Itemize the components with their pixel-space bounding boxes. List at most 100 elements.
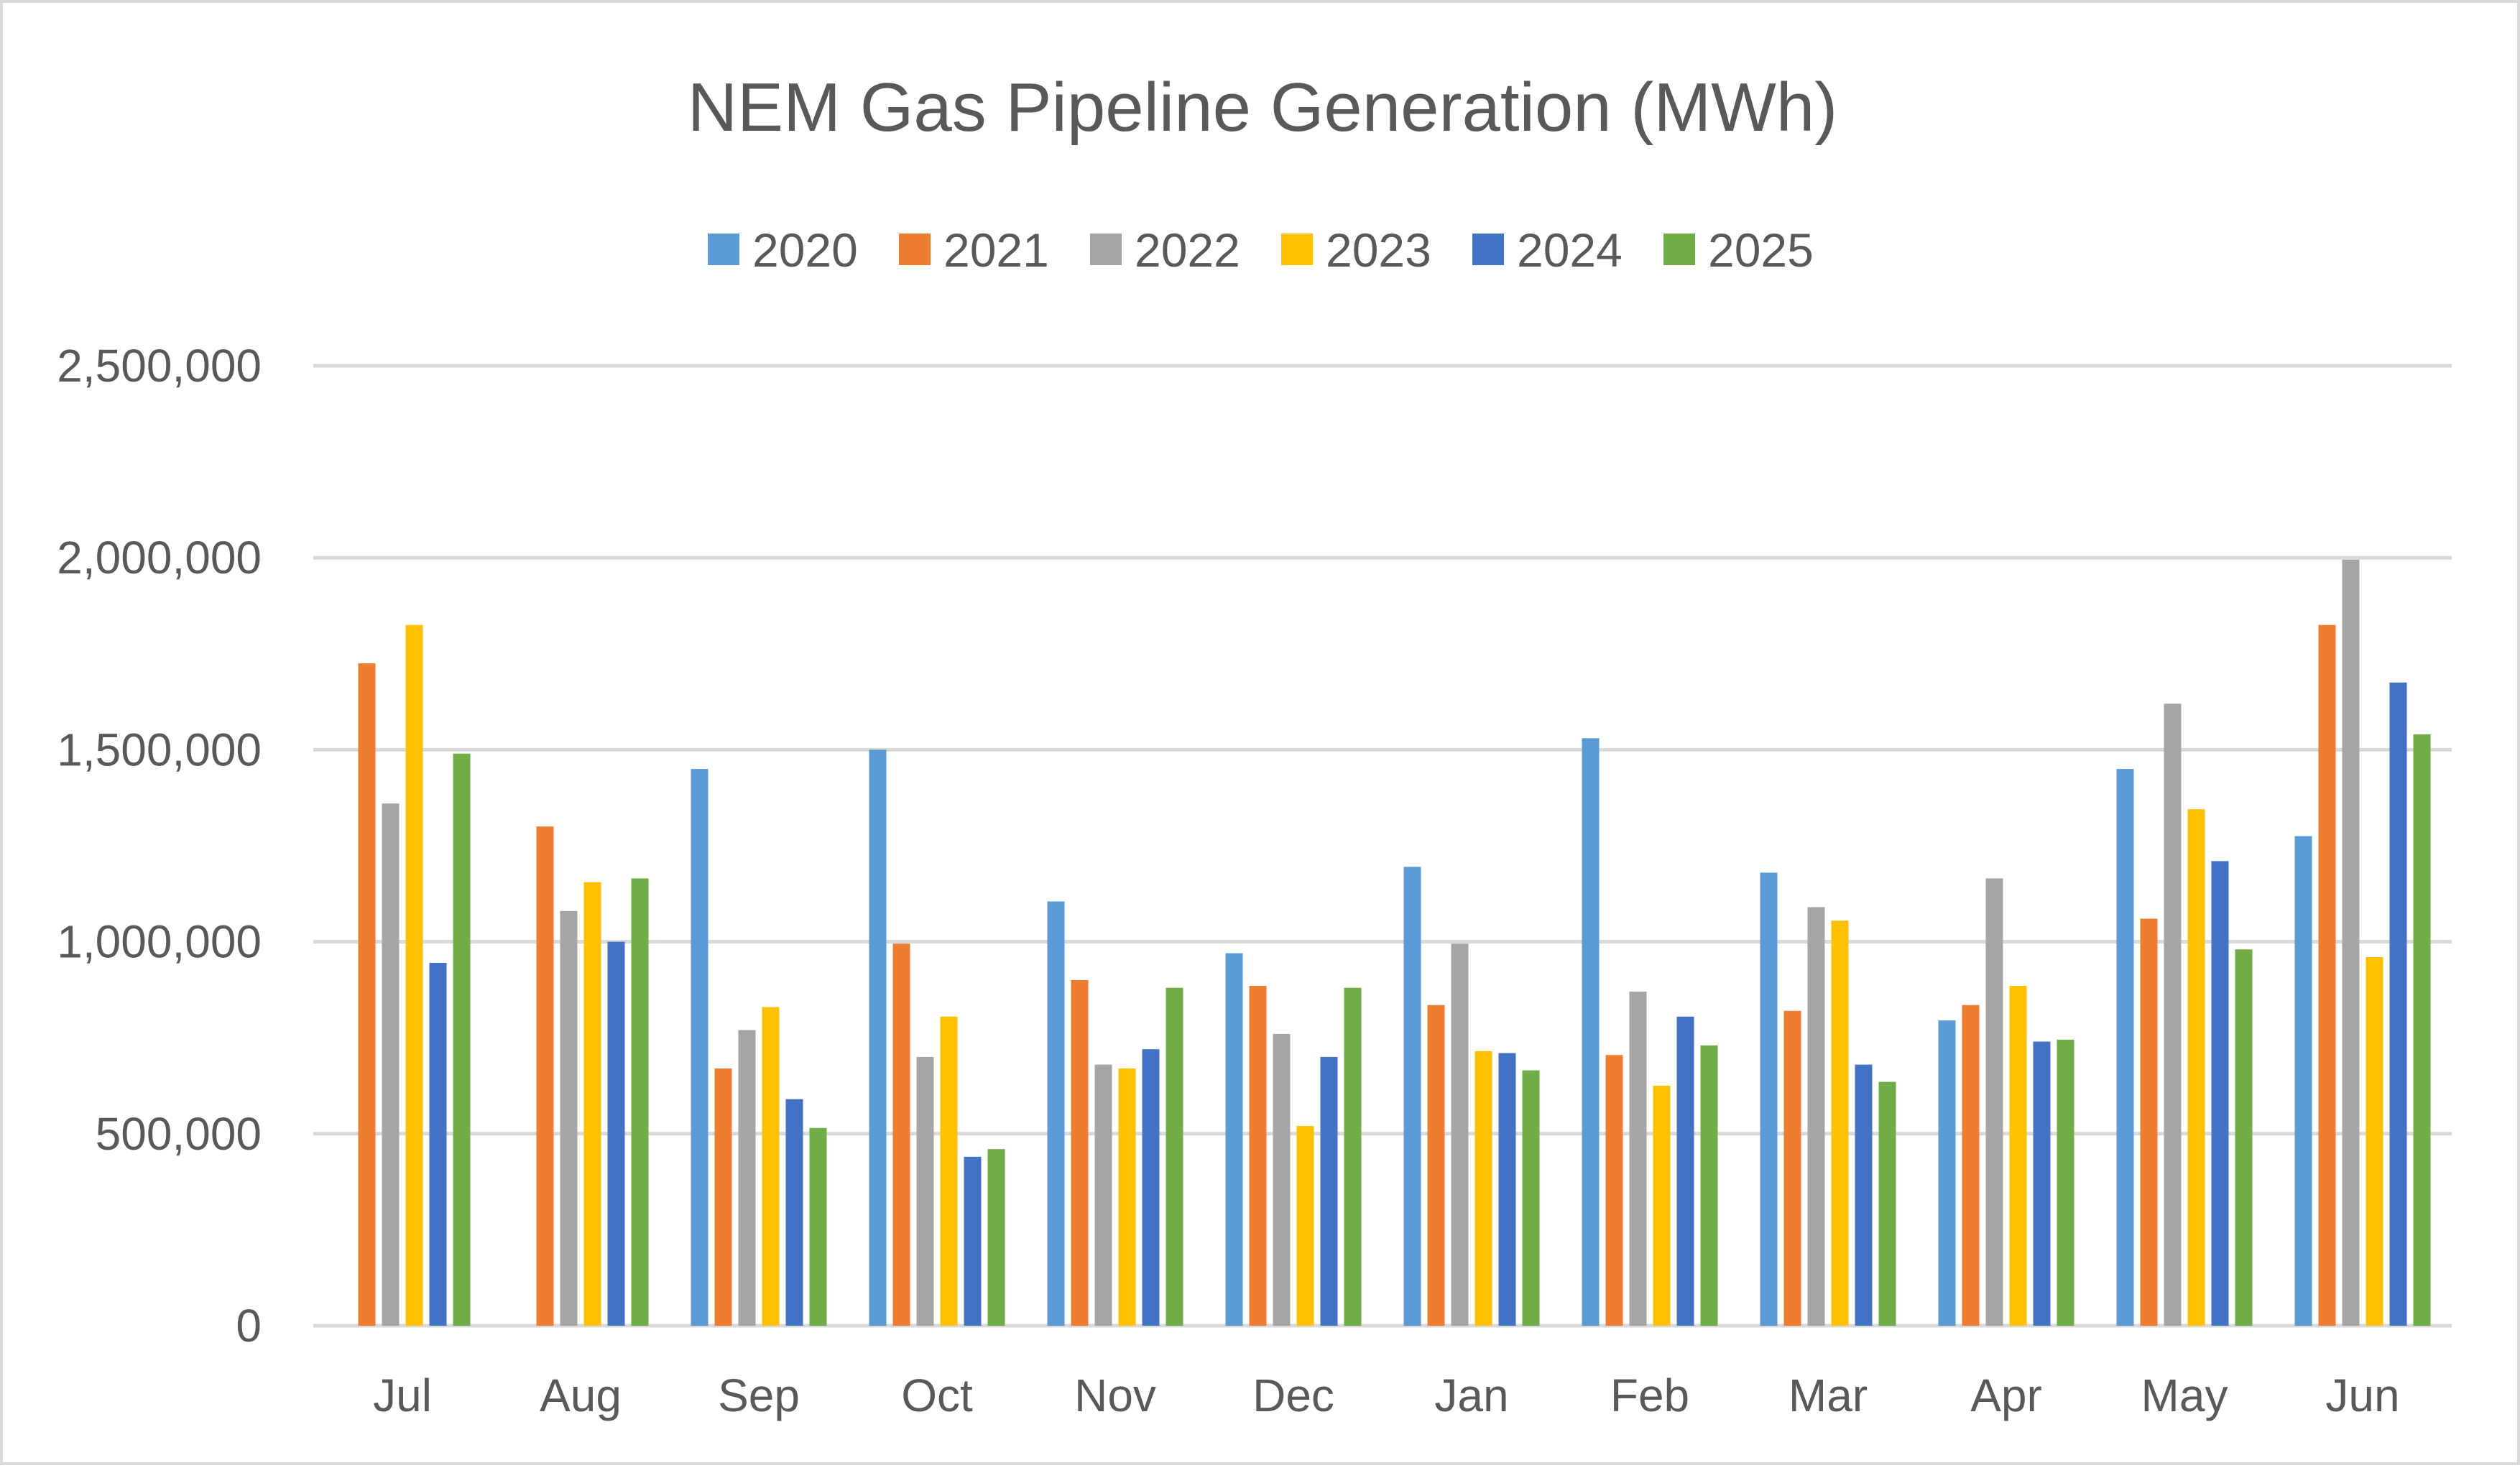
x-tick-label: Dec bbox=[1252, 1370, 1334, 1421]
bar-2022-mar bbox=[1807, 907, 1825, 1326]
legend-item-2024: 2024 bbox=[1472, 223, 1623, 277]
bar-2022-feb bbox=[1629, 992, 1647, 1326]
bar-2025-mar bbox=[1878, 1081, 1896, 1326]
x-tick-label: Apr bbox=[1970, 1370, 2042, 1421]
gridlines bbox=[313, 364, 2452, 1328]
legend-label: 2020 bbox=[752, 223, 858, 277]
legend-label: 2022 bbox=[1135, 223, 1240, 277]
x-tick-label: May bbox=[2141, 1370, 2228, 1421]
bar-2023-jun bbox=[2366, 956, 2383, 1326]
bar-2023-jul bbox=[405, 624, 423, 1326]
bar-2022-oct bbox=[916, 1056, 934, 1326]
bar-2021-apr bbox=[1962, 1005, 1980, 1326]
bar-2021-dec bbox=[1249, 986, 1267, 1326]
bar-2023-feb bbox=[1653, 1086, 1671, 1326]
bar-2024-aug bbox=[607, 941, 625, 1326]
bar-2024-mar bbox=[1855, 1064, 1873, 1326]
bar-2025-may bbox=[2235, 949, 2253, 1326]
bar-2021-jun bbox=[2318, 624, 2336, 1326]
bar-2025-apr bbox=[2057, 1039, 2074, 1326]
bar-2022-nov bbox=[1094, 1064, 1112, 1326]
bar-2024-apr bbox=[2033, 1041, 2051, 1326]
bar-2025-nov bbox=[1166, 987, 1183, 1326]
bar-2023-mar bbox=[1831, 920, 1849, 1326]
bar-2021-feb bbox=[1605, 1055, 1623, 1326]
x-tick-label: Jan bbox=[1434, 1370, 1508, 1421]
legend-swatch bbox=[899, 234, 931, 265]
bar-2025-feb bbox=[1700, 1045, 1718, 1326]
legend-label: 2023 bbox=[1326, 223, 1431, 277]
legend: 2020 2021 2022 2023 2024 2025 bbox=[708, 223, 1814, 277]
bar-2020-dec bbox=[1225, 953, 1243, 1326]
legend-item-2025: 2025 bbox=[1663, 223, 1814, 277]
bar-2022-jan bbox=[1451, 943, 1469, 1326]
bar-2023-oct bbox=[940, 1016, 958, 1326]
bar-2020-jan bbox=[1403, 867, 1421, 1326]
bar-2024-sep bbox=[785, 1099, 803, 1326]
chart-title: NEM Gas Pipeline Generation (MWh) bbox=[688, 69, 1838, 146]
bar-2025-jan bbox=[1522, 1070, 1540, 1326]
x-tick-label: Sep bbox=[718, 1370, 800, 1421]
bar-2023-dec bbox=[1296, 1126, 1314, 1326]
legend-swatch bbox=[708, 234, 739, 265]
legend-label: 2021 bbox=[943, 223, 1049, 277]
bar-chart: NEM Gas Pipeline Generation (MWh) 2020 20… bbox=[57, 69, 2452, 1421]
bar-2023-jan bbox=[1474, 1051, 1492, 1326]
bar-2024-dec bbox=[1320, 1056, 1338, 1326]
bar-2024-feb bbox=[1676, 1016, 1694, 1326]
bar-2021-mar bbox=[1783, 1010, 1801, 1326]
bar-2021-jul bbox=[358, 663, 376, 1326]
bar-2025-jun bbox=[2413, 734, 2431, 1326]
y-tick-label: 1,000,000 bbox=[57, 916, 262, 968]
bar-2023-nov bbox=[1118, 1068, 1136, 1326]
legend-label: 2025 bbox=[1708, 223, 1814, 277]
x-tick-label: Mar bbox=[1789, 1370, 1868, 1421]
bar-2023-aug bbox=[583, 882, 601, 1326]
bar-2021-nov bbox=[1071, 980, 1089, 1326]
bar-2025-sep bbox=[809, 1127, 827, 1326]
legend-item-2022: 2022 bbox=[1090, 223, 1240, 277]
bar-2024-jun bbox=[2389, 682, 2407, 1326]
bar-2025-oct bbox=[987, 1149, 1005, 1326]
x-axis: Jul Aug Sep Oct Nov Dec Jan Feb Mar Apr May Jun bbox=[373, 1370, 2400, 1421]
x-tick-label: Jun bbox=[2325, 1370, 2399, 1421]
bar-2020-may bbox=[2116, 769, 2134, 1326]
bar-2021-sep bbox=[714, 1068, 732, 1326]
bar-2023-apr bbox=[2009, 986, 2027, 1326]
x-tick-label: Feb bbox=[1610, 1370, 1689, 1421]
bar-2022-jun bbox=[2342, 559, 2360, 1326]
bar-2025-jul bbox=[453, 753, 471, 1326]
bar-2020-oct bbox=[869, 749, 887, 1326]
bar-2020-mar bbox=[1760, 872, 1778, 1326]
bar-2020-feb bbox=[1582, 738, 1600, 1326]
legend-swatch bbox=[1090, 234, 1122, 265]
bar-2022-apr bbox=[1985, 878, 2003, 1326]
y-tick-label: 2,000,000 bbox=[57, 532, 262, 583]
bar-2020-jun bbox=[2294, 836, 2312, 1326]
legend-item-2023: 2023 bbox=[1281, 223, 1431, 277]
legend-swatch bbox=[1281, 234, 1313, 265]
bar-2022-jul bbox=[382, 803, 400, 1326]
bar-2022-sep bbox=[738, 1030, 756, 1326]
bars bbox=[358, 559, 2431, 1326]
bar-2024-jan bbox=[1498, 1053, 1516, 1326]
legend-item-2020: 2020 bbox=[708, 223, 858, 277]
bar-2025-aug bbox=[631, 878, 649, 1326]
x-tick-label: Oct bbox=[901, 1370, 973, 1421]
bar-2021-aug bbox=[536, 826, 554, 1326]
bar-2020-sep bbox=[691, 769, 709, 1326]
legend-swatch bbox=[1663, 234, 1695, 265]
x-tick-label: Aug bbox=[540, 1370, 622, 1421]
bar-2020-apr bbox=[1938, 1020, 1956, 1326]
bar-2021-may bbox=[2140, 918, 2158, 1326]
bar-2021-jan bbox=[1427, 1005, 1445, 1326]
bar-2023-sep bbox=[762, 1007, 780, 1326]
legend-swatch bbox=[1472, 234, 1504, 265]
x-tick-label: Jul bbox=[373, 1370, 432, 1421]
bar-2021-oct bbox=[892, 943, 910, 1326]
bar-2024-oct bbox=[964, 1156, 982, 1326]
bar-2020-nov bbox=[1047, 901, 1065, 1326]
bar-2024-may bbox=[2211, 861, 2229, 1326]
legend-item-2021: 2021 bbox=[899, 223, 1049, 277]
